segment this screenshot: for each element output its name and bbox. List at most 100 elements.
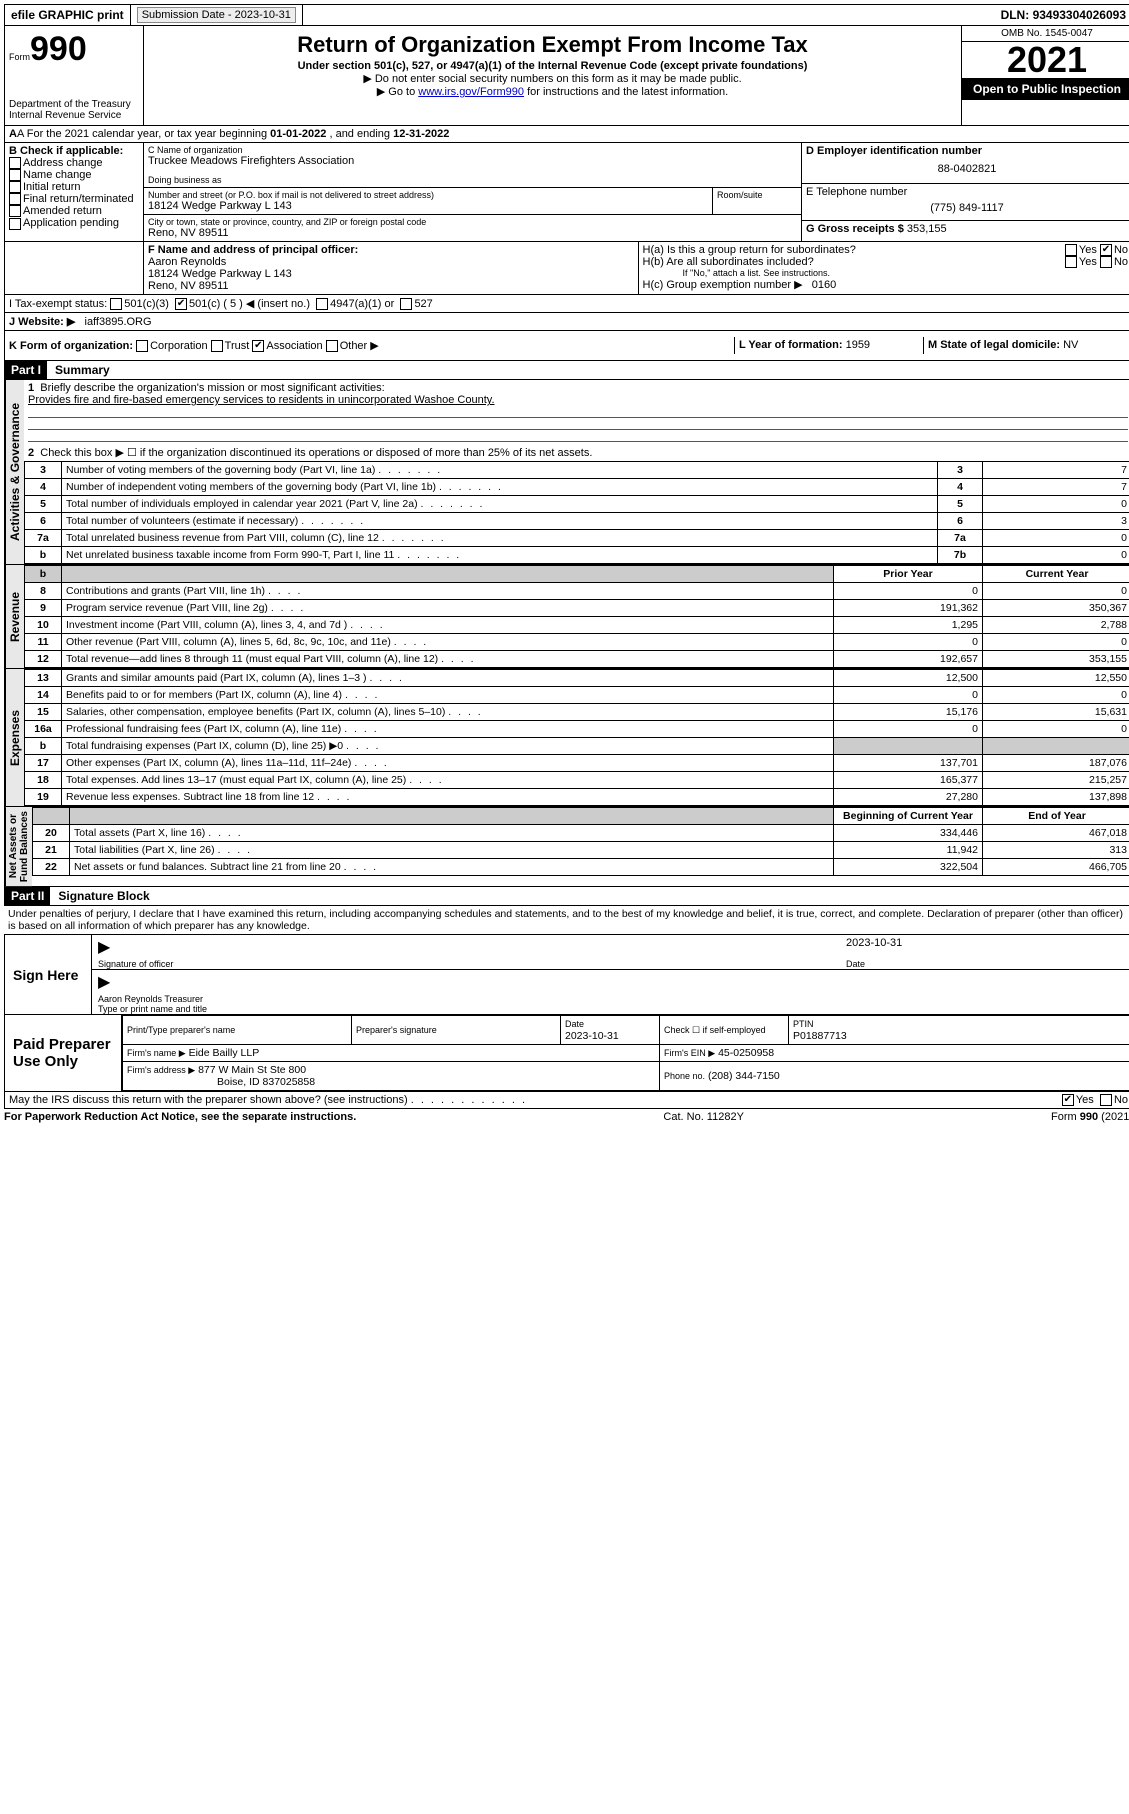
officer-name: Aaron Reynolds [148, 256, 634, 268]
table-row: 19Revenue less expenses. Subtract line 1… [25, 789, 1129, 806]
table-row: 8Contributions and grants (Part VIII, li… [25, 583, 1129, 600]
expenses-block: Expenses 13Grants and similar amounts pa… [4, 669, 1129, 807]
table-row: bTotal fundraising expenses (Part IX, co… [25, 738, 1129, 755]
table-row: 4Number of independent voting members of… [25, 479, 1129, 496]
header-left: Form990 Department of the Treasury Inter… [5, 26, 144, 125]
preparer-table: Print/Type preparer's name Preparer's si… [122, 1015, 1129, 1091]
part1-body: Activities & Governance 1 Briefly descri… [4, 380, 1129, 565]
table-row: 10Investment income (Part VIII, column (… [25, 617, 1129, 634]
dba-label: Doing business as [148, 175, 797, 185]
table-row: 20Total assets (Part X, line 16) . . . .… [33, 825, 1129, 842]
hb-note: If "No," attach a list. See instructions… [643, 268, 1129, 278]
footer-left: For Paperwork Reduction Act Notice, see … [4, 1111, 356, 1123]
table-row: 3Number of voting members of the governi… [25, 462, 1129, 479]
revenue-table: b Prior Year Current Year 8Contributions… [24, 565, 1129, 668]
phone-label: E Telephone number [806, 186, 1128, 198]
firm-name: Eide Bailly LLP [189, 1047, 260, 1059]
declaration: Under penalties of perjury, I declare th… [4, 906, 1129, 934]
page-footer: For Paperwork Reduction Act Notice, see … [4, 1109, 1129, 1125]
header-sub3: ▶ Go to www.irs.gov/Form990 for instruct… [148, 85, 957, 98]
org-info-block: B Check if applicable: Address change Na… [4, 143, 1129, 242]
gross-value: 353,155 [907, 223, 947, 235]
phone-value: (775) 849-1117 [806, 198, 1128, 218]
signer-name: Aaron Reynolds Treasurer [98, 994, 203, 1004]
firm-city: Boise, ID 837025858 [127, 1076, 315, 1088]
q2-text: Check this box ▶ ☐ if the organization d… [40, 447, 592, 459]
tax-year: 2021 [962, 42, 1129, 78]
top-bar: efile GRAPHIC print Submission Date - 20… [4, 4, 1129, 26]
header-center: Return of Organization Exempt From Incom… [144, 26, 961, 125]
form-title: Return of Organization Exempt From Incom… [148, 32, 957, 58]
ha-label: H(a) Is this a group return for subordin… [643, 244, 1065, 256]
firm-addr: 877 W Main St Ste 800 [198, 1064, 306, 1076]
table-row: 11Other revenue (Part VIII, column (A), … [25, 634, 1129, 651]
table-row: 18Total expenses. Add lines 13–17 (must … [25, 772, 1129, 789]
form990-link[interactable]: www.irs.gov/Form990 [418, 86, 524, 98]
officer-city: Reno, NV 89511 [148, 280, 634, 292]
footer-mid: Cat. No. 11282Y [663, 1111, 744, 1123]
vlabel-governance: Activities & Governance [5, 380, 24, 564]
room-label: Room/suite [717, 190, 797, 200]
sig-date-label: Date [840, 959, 1129, 969]
open-inspection: Open to Public Inspection [962, 78, 1129, 100]
sign-here-block: Sign Here ▶ 2023-10-31 Signature of offi… [4, 934, 1129, 1015]
signer-name-label: Type or print name and title [98, 1004, 207, 1014]
ein-value: 88-0402821 [806, 157, 1128, 181]
firm-ein: 45-0250958 [718, 1047, 774, 1059]
netassets-table: Beginning of Current Year End of Year 20… [32, 807, 1129, 876]
city-label: City or town, state or province, country… [148, 217, 797, 227]
dept-label: Department of the Treasury Internal Reve… [9, 99, 139, 121]
officer-group-block: F Name and address of principal officer:… [4, 242, 1129, 295]
paid-preparer-block: Paid Preparer Use Only Print/Type prepar… [4, 1015, 1129, 1092]
table-row: 12Total revenue—add lines 8 through 11 (… [25, 651, 1129, 668]
line-j: J Website: ▶ iaff3895.ORG [4, 313, 1129, 331]
footer-right: Form 990 (2021) [1051, 1111, 1129, 1123]
org-name: Truckee Meadows Firefighters Association [148, 155, 797, 167]
part2-header: Part II Signature Block [4, 887, 1129, 906]
governance-table: 3Number of voting members of the governi… [24, 461, 1129, 564]
line-klm: K Form of organization: Corporation Trus… [4, 331, 1129, 361]
header-sub2: ▶ Do not enter social security numbers o… [148, 72, 957, 85]
revenue-block: Revenue b Prior Year Current Year 8Contr… [4, 565, 1129, 669]
header-sub1: Under section 501(c), 527, or 4947(a)(1)… [298, 60, 808, 72]
submission-date: Submission Date - 2023-10-31 [131, 5, 303, 25]
year-formation: 1959 [846, 339, 870, 351]
table-row: 5Total number of individuals employed in… [25, 496, 1129, 513]
line-a: AA For the 2021 calendar year, or tax ye… [4, 126, 1129, 143]
table-row: 17Other expenses (Part IX, column (A), l… [25, 755, 1129, 772]
vlabel-expenses: Expenses [5, 669, 24, 806]
vlabel-netassets: Net Assets or Fund Balances [5, 807, 32, 886]
hc-label: H(c) Group exemption number ▶ [643, 279, 803, 291]
table-row: 21Total liabilities (Part X, line 26) . … [33, 842, 1129, 859]
line-i: I Tax-exempt status: 501(c)(3) 501(c) ( … [4, 295, 1129, 313]
q1-label: Briefly describe the organization's miss… [40, 382, 384, 394]
gross-label: G Gross receipts $ [806, 223, 904, 235]
city-state-zip: Reno, NV 89511 [148, 227, 797, 239]
website-value: iaff3895.ORG [85, 316, 152, 328]
table-row: bNet unrelated business taxable income f… [25, 547, 1129, 564]
table-row: 13Grants and similar amounts paid (Part … [25, 670, 1129, 687]
state-domicile: NV [1063, 339, 1078, 351]
box-b: B Check if applicable: Address change Na… [5, 143, 144, 241]
netassets-block: Net Assets or Fund Balances Beginning of… [4, 807, 1129, 887]
box-f: F Name and address of principal officer:… [144, 242, 639, 294]
table-row: 7aTotal unrelated business revenue from … [25, 530, 1129, 547]
table-row: 9Program service revenue (Part VIII, lin… [25, 600, 1129, 617]
may-irs-discuss: May the IRS discuss this return with the… [4, 1092, 1129, 1109]
right-info: D Employer identification number 88-0402… [801, 143, 1129, 241]
expenses-table: 13Grants and similar amounts paid (Part … [24, 669, 1129, 806]
box-c: C Name of organization Truckee Meadows F… [144, 143, 801, 241]
box-h: H(a) Is this a group return for subordin… [639, 242, 1129, 294]
q1-answer: Provides fire and fire-based emergency s… [28, 394, 1128, 406]
table-row: 16aProfessional fundraising fees (Part I… [25, 721, 1129, 738]
dln: DLN: 93493304026093 [995, 5, 1129, 25]
table-row: 15Salaries, other compensation, employee… [25, 704, 1129, 721]
hb-label: H(b) Are all subordinates included? [643, 256, 1065, 268]
submission-button[interactable]: Submission Date - 2023-10-31 [137, 7, 296, 23]
header-right: OMB No. 1545-0047 2021 Open to Public In… [961, 26, 1129, 125]
org-name-label: C Name of organization [148, 145, 797, 155]
vlabel-revenue: Revenue [5, 565, 24, 668]
firm-phone: (208) 344-7150 [708, 1070, 780, 1082]
sign-here-label: Sign Here [5, 935, 92, 1014]
form-header: Form990 Department of the Treasury Inter… [4, 26, 1129, 126]
